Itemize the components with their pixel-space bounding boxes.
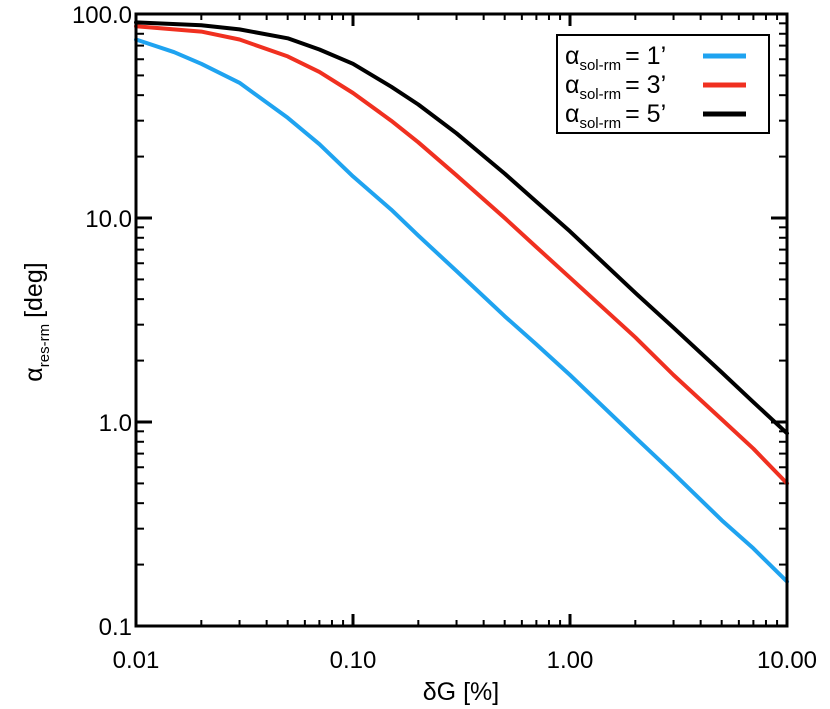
- y-tick-label: 10.0: [85, 206, 132, 233]
- legend-label-3: αsol-rm = 5’: [565, 100, 666, 132]
- legend-symbol: α: [565, 100, 579, 128]
- legend-symbol: α: [565, 42, 579, 70]
- series-lines: [134, 20, 789, 584]
- y-axis-label: αres-rm [deg]: [20, 262, 53, 381]
- y-tick-label: 0.1: [99, 614, 132, 641]
- x-tick-label: 0.01: [113, 647, 160, 674]
- x-axis-label: δG [%]: [423, 678, 499, 706]
- legend-value: = 1’: [625, 42, 666, 70]
- legend-subscript: sol-rm: [579, 86, 621, 103]
- y-tick-label: 100.0: [72, 2, 132, 29]
- x-tick-label: 10.00: [757, 647, 817, 674]
- series-line-2: [134, 24, 789, 486]
- y-tick-label: 1.0: [99, 410, 132, 437]
- x-tick-label: 0.10: [330, 647, 377, 674]
- legend-label-2: αsol-rm = 3’: [565, 71, 666, 103]
- y-axis-label-subscript: res-rm: [36, 324, 53, 367]
- legend-subscript: sol-rm: [579, 115, 621, 132]
- plot-frame: [134, 12, 789, 628]
- legend-symbol: α: [565, 71, 579, 99]
- legend-label-1: αsol-rm = 1’: [565, 42, 666, 74]
- y-axis-label-symbol: α: [20, 367, 48, 381]
- series-line-3: [134, 20, 789, 436]
- legend-items: αsol-rm = 1’αsol-rm = 3’αsol-rm = 5’: [565, 42, 746, 132]
- x-axis-label-base: δG: [423, 678, 456, 706]
- x-tick-label: 1.00: [547, 647, 594, 674]
- legend: αsol-rm = 1’αsol-rm = 3’αsol-rm = 5’: [556, 34, 770, 134]
- series-line-1: [134, 37, 789, 584]
- legend-value: = 5’: [625, 100, 666, 128]
- x-axis-label-unit: [%]: [463, 678, 499, 706]
- tick-labels: 0.01 0.10 1.00 10.00 0.1 1.0 10.0 100.0: [72, 2, 817, 674]
- legend-value: = 3’: [625, 71, 666, 99]
- y-axis-label-unit: [deg]: [20, 262, 48, 318]
- legend-subscript: sol-rm: [579, 57, 621, 74]
